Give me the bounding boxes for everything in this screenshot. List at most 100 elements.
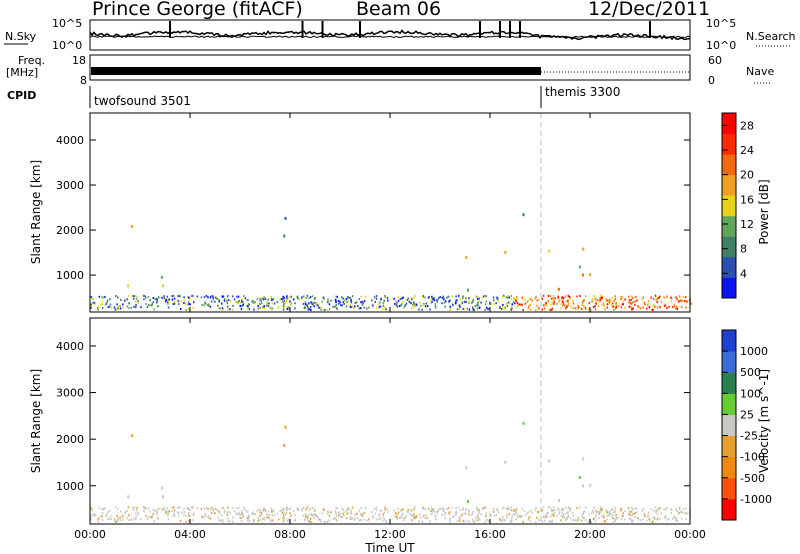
nave-label: Nave — [746, 65, 774, 78]
power-cell — [642, 296, 645, 299]
velocity-cell — [337, 511, 340, 514]
power-cell — [422, 295, 425, 298]
velocity-cell — [154, 509, 156, 512]
power-cell — [283, 306, 285, 309]
velocity-cell — [310, 507, 312, 510]
power-cell — [434, 306, 437, 309]
velocity-cell — [591, 509, 594, 512]
velocity-cell — [395, 516, 398, 519]
power-cell — [401, 297, 403, 300]
power-cell — [537, 299, 540, 302]
colorbar-swatch — [722, 277, 736, 299]
velocity-cell — [215, 508, 217, 510]
velocity-cell — [647, 515, 649, 518]
colorbar-swatch — [722, 456, 736, 479]
velocity-cell — [117, 517, 120, 520]
power-cell — [605, 297, 608, 301]
power-cell — [678, 300, 680, 303]
power-cell — [663, 304, 666, 307]
power-colorbar-tick-label: 16 — [740, 193, 754, 206]
velocity-cell — [266, 513, 268, 516]
velocity-cell — [308, 520, 311, 523]
power-cell — [166, 301, 169, 304]
velocity-cell — [372, 516, 374, 519]
velocity-cell — [643, 513, 646, 516]
noise-panel: N.Sky 10^5 10^0 10^5 10^0 N.Search — [4, 17, 796, 52]
power-cell — [246, 304, 248, 307]
velocity-cell — [598, 511, 600, 513]
power-cell — [508, 296, 511, 299]
velocity-cell — [546, 516, 549, 519]
velocity-cell — [229, 511, 232, 514]
power-cell — [227, 295, 229, 298]
power-cell — [666, 295, 668, 298]
velocity-cell — [379, 517, 382, 520]
power-cell — [648, 307, 651, 310]
power-cell — [606, 299, 608, 302]
power-cell — [413, 304, 416, 307]
power-cell — [312, 295, 314, 298]
velocity-cell — [611, 508, 613, 511]
velocity-cell — [652, 520, 654, 523]
power-cell — [546, 300, 549, 303]
velocity-cell — [446, 508, 448, 510]
power-cell — [398, 305, 401, 308]
power-cell — [648, 306, 651, 309]
power-cell — [149, 299, 151, 302]
velocity-cell — [648, 519, 651, 522]
power-cell — [318, 306, 320, 309]
velocity-cell — [137, 513, 139, 516]
power-cell — [98, 295, 101, 298]
velocity-cell — [611, 515, 613, 518]
velocity-cell — [577, 516, 579, 519]
velocity-cell — [252, 511, 254, 514]
power-cell — [596, 299, 599, 302]
power-cell — [384, 297, 387, 300]
velocity-cell — [606, 511, 608, 514]
velocity-cell — [504, 518, 506, 521]
power-cell — [674, 305, 676, 308]
velocity-cell — [574, 519, 577, 522]
velocity-cell — [658, 508, 660, 511]
velocity-cell — [393, 509, 395, 512]
power-cell — [342, 297, 344, 300]
power-cell — [448, 301, 450, 304]
power-cell — [178, 303, 180, 306]
power-cell — [634, 304, 636, 307]
power-cell — [246, 299, 249, 302]
velocity-cell — [552, 510, 554, 513]
power-cell — [279, 298, 281, 301]
power-cell — [187, 308, 190, 311]
velocity-cell — [444, 512, 447, 514]
velocity-cell — [606, 515, 609, 517]
colorbar-swatch — [722, 330, 736, 352]
velocity-cell — [433, 508, 435, 511]
velocity-colorbar-tick-label: 100 — [740, 387, 761, 400]
power-cell — [271, 302, 274, 305]
velocity-cell — [240, 511, 243, 514]
power-cell — [374, 300, 377, 303]
velocity-cell — [510, 506, 513, 509]
freq-panel-frame — [89, 54, 691, 81]
velocity-cell — [248, 515, 251, 518]
velocity-cell — [397, 507, 399, 510]
power-cell — [430, 301, 433, 304]
velocity-cell — [620, 507, 622, 510]
colorbar-frame — [721, 329, 737, 521]
power-cell — [493, 302, 496, 305]
power-cell — [378, 303, 380, 306]
velocity-cell — [448, 511, 450, 514]
power-cell — [521, 303, 523, 306]
power-cell — [400, 304, 402, 307]
velocity-cell — [238, 511, 240, 514]
velocity-cell — [261, 518, 264, 521]
power-cell — [307, 308, 309, 311]
power-cell — [160, 275, 163, 279]
velocity-cell — [434, 517, 437, 520]
power-cell — [120, 298, 122, 301]
velocity-cell — [312, 515, 314, 518]
velocity-cell — [635, 507, 637, 510]
velocity-cell — [373, 507, 376, 510]
velocity-cell — [676, 510, 679, 513]
power-cell — [503, 294, 505, 297]
